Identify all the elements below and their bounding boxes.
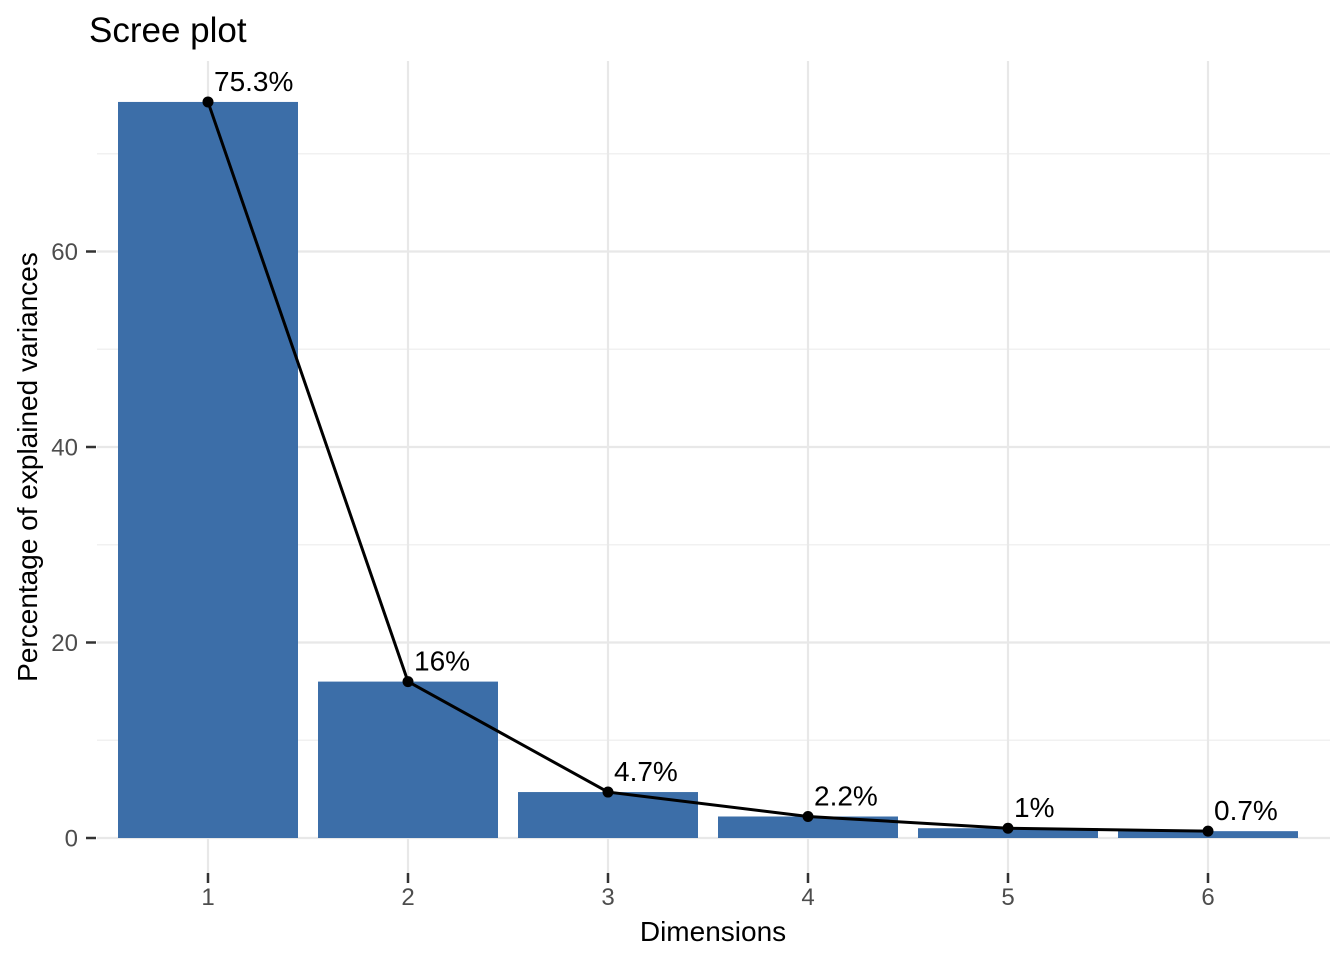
data-point bbox=[1002, 822, 1014, 834]
data-point bbox=[402, 676, 414, 688]
variance-bar bbox=[718, 816, 898, 838]
x-tick-label: 3 bbox=[601, 884, 614, 911]
y-tick-label: 20 bbox=[51, 630, 78, 657]
data-point bbox=[602, 786, 614, 798]
chart-title: Scree plot bbox=[89, 11, 247, 50]
x-tick-label: 1 bbox=[201, 884, 214, 911]
data-point bbox=[802, 810, 814, 822]
data-point bbox=[1202, 825, 1214, 837]
trend-line bbox=[206, 101, 1209, 833]
data-point-label: 0.7% bbox=[1214, 795, 1278, 826]
data-point-label: 4.7% bbox=[614, 756, 678, 787]
data-point-label: 2.2% bbox=[814, 780, 878, 811]
x-tick-label: 4 bbox=[801, 884, 814, 911]
x-tick-label: 5 bbox=[1001, 884, 1014, 911]
y-tick-label: 60 bbox=[51, 239, 78, 266]
variance-bar bbox=[318, 681, 498, 838]
data-point-label: 16% bbox=[414, 646, 470, 677]
x-tick-label: 6 bbox=[1201, 884, 1214, 911]
data-point-label: 1% bbox=[1014, 792, 1054, 823]
variance-bar bbox=[118, 101, 298, 838]
x-axis-title: Dimensions bbox=[639, 916, 787, 947]
y-tick-label: 40 bbox=[51, 435, 78, 462]
x-tick-label: 2 bbox=[401, 884, 414, 911]
data-point-label: 75.3% bbox=[214, 66, 293, 97]
y-tick-label: 0 bbox=[65, 826, 78, 853]
data-point bbox=[202, 96, 214, 108]
